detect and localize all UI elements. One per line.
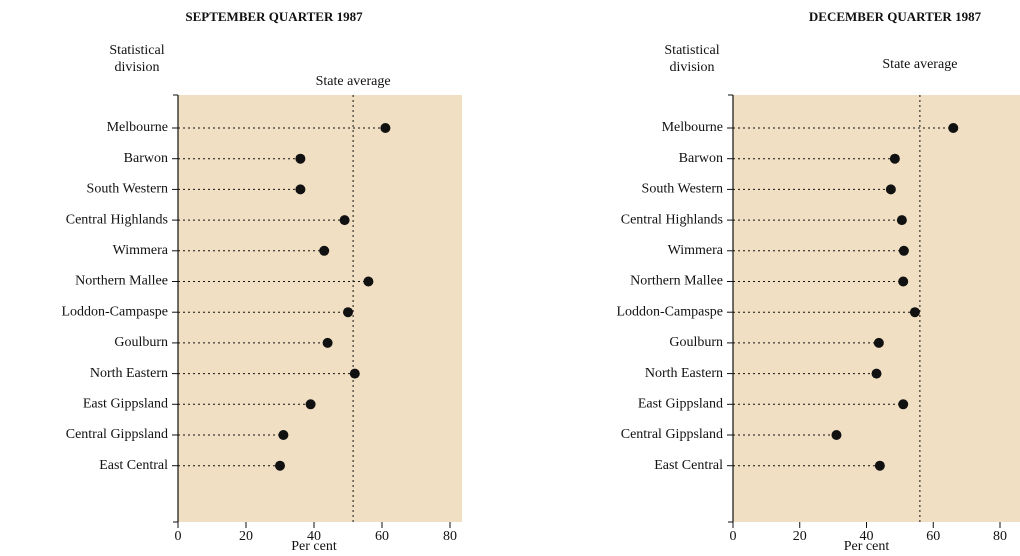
category-label: North Eastern [90, 366, 168, 381]
category-label: Barwon [124, 151, 168, 166]
dot [339, 215, 350, 226]
category-label: Northern Mallee [630, 274, 723, 289]
dot [896, 215, 907, 226]
chart-title: SEPTEMBER QUARTER 1987 [185, 9, 363, 24]
x-tick-label: 40 [860, 529, 874, 544]
x-tick-label: 20 [239, 529, 253, 544]
dot [349, 368, 360, 379]
dot [319, 245, 330, 256]
y-axis-label: Statistical division [664, 43, 720, 75]
x-tick-label: 0 [175, 529, 182, 544]
plot-background [178, 95, 462, 522]
dot [948, 123, 959, 133]
dot [831, 430, 842, 440]
dot [889, 153, 900, 164]
category-label: Melbourne [662, 120, 723, 135]
category-label: East Gippsland [638, 397, 723, 412]
dot [275, 460, 285, 471]
category-label: East Gippsland [83, 397, 168, 412]
dot [363, 276, 374, 287]
category-label: Barwon [679, 151, 723, 166]
category-label: South Western [87, 182, 168, 197]
dot [305, 399, 316, 410]
plot-background [733, 95, 1020, 522]
category-label: Goulburn [114, 335, 168, 350]
dot [295, 153, 306, 164]
category-label: Wimmera [668, 243, 724, 258]
category-label: Central Highlands [66, 212, 168, 227]
category-label: Central Gippsland [621, 427, 723, 442]
dot [898, 245, 909, 256]
category-label: Wimmera [113, 243, 169, 258]
x-tick-label: 40 [307, 529, 321, 544]
x-tick-label: 20 [793, 529, 807, 544]
category-label: Northern Mallee [75, 274, 168, 289]
category-label: South Western [642, 182, 723, 197]
category-label: Goulburn [669, 335, 723, 350]
dot [909, 307, 920, 318]
category-label: Loddon-Campaspe [61, 304, 168, 319]
dot [874, 460, 885, 471]
category-label: East Central [99, 458, 168, 473]
x-tick-label: 60 [926, 529, 940, 544]
dot [885, 184, 896, 195]
dot [898, 399, 909, 410]
dot [873, 337, 884, 348]
x-axis-label: Per cent [844, 539, 890, 554]
category-label: Central Gippsland [66, 427, 168, 442]
dot [295, 184, 306, 195]
x-tick-label: 80 [443, 529, 457, 544]
category-label: Loddon-Campaspe [616, 304, 723, 319]
category-label: North Eastern [645, 366, 723, 381]
dot [380, 123, 391, 133]
dot [871, 368, 882, 379]
category-label: East Central [654, 458, 723, 473]
x-tick-label: 0 [730, 529, 737, 544]
dot [322, 337, 333, 348]
category-label: Melbourne [107, 120, 168, 135]
category-label: Central Highlands [621, 212, 723, 227]
dot [278, 430, 289, 440]
dot [898, 276, 909, 287]
y-axis-label: Statistical division [109, 43, 165, 75]
x-tick-label: 60 [375, 529, 389, 544]
reference-label: State average [882, 57, 957, 72]
reference-label: State average [316, 74, 391, 89]
dot [343, 307, 353, 318]
chart-title: DECEMBER QUARTER 1987 [809, 9, 982, 24]
x-axis-label: Per cent [291, 539, 337, 554]
x-tick-label: 80 [993, 529, 1007, 544]
